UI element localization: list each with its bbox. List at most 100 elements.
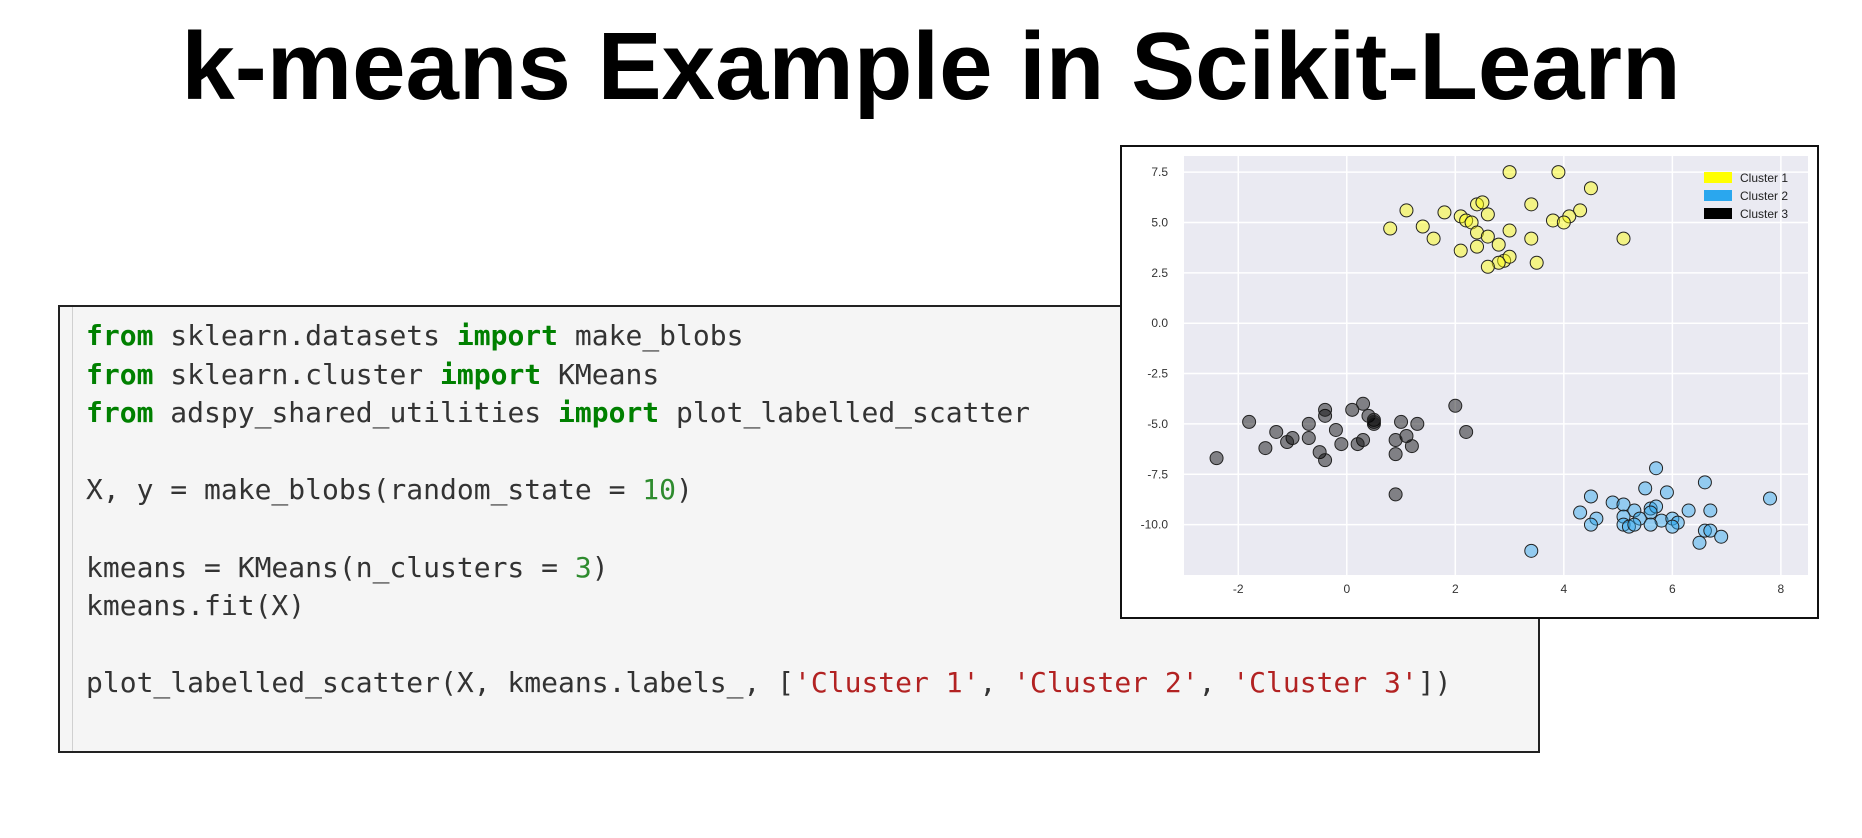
- code-number: 10: [642, 473, 677, 507]
- data-point: [1334, 437, 1349, 452]
- code-keyword: import: [440, 357, 542, 391]
- code-string: 'Cluster 2': [1013, 666, 1199, 700]
- data-point: [1318, 402, 1333, 417]
- data-point: [1638, 481, 1653, 496]
- data-point: [1659, 485, 1674, 500]
- data-point: [1654, 513, 1669, 528]
- code-text: plot_labelled_scatter(X, kmeans.labels_,…: [86, 666, 795, 700]
- data-point: [1459, 424, 1474, 439]
- data-point: [1437, 205, 1452, 220]
- code-keyword: import: [456, 319, 559, 352]
- code-line: [86, 626, 1451, 665]
- data-point: [1470, 239, 1485, 254]
- data-point: [1643, 505, 1658, 520]
- legend-label: Cluster 3: [1740, 207, 1788, 221]
- data-point: [1356, 396, 1371, 411]
- code-text: X, y = make_blobs(random_state =: [86, 473, 643, 507]
- data-point: [1301, 416, 1316, 431]
- legend-swatch: [1704, 172, 1732, 183]
- code-number: 3: [574, 550, 592, 584]
- data-point: [1714, 529, 1729, 544]
- data-point: [1388, 433, 1403, 448]
- data-point: [1448, 398, 1463, 413]
- x-tick-label: 8: [1778, 582, 1785, 596]
- code-line: kmeans.fit(X): [86, 587, 1451, 626]
- data-point: [1459, 213, 1474, 228]
- data-point: [1388, 487, 1403, 502]
- data-point: [1480, 259, 1495, 274]
- code-text: adspy_shared_utilities: [153, 396, 559, 430]
- data-point: [1366, 416, 1381, 431]
- y-tick-label: 7.5: [1151, 165, 1168, 179]
- data-point: [1616, 231, 1631, 246]
- data-point: [1545, 213, 1560, 228]
- code-text: ,: [979, 666, 1014, 700]
- data-point: [1583, 181, 1598, 196]
- x-tick-label: 2: [1452, 582, 1459, 596]
- series-2: [1524, 461, 1778, 558]
- plot-area: [1184, 156, 1808, 575]
- data-point: [1399, 203, 1414, 218]
- code-line: from sklearn.datasets import make_blobs: [86, 317, 1451, 356]
- x-tick-label: 0: [1343, 582, 1350, 596]
- code-line: plot_labelled_scatter(X, kmeans.labels_,…: [86, 664, 1451, 703]
- y-tick-label: -7.5: [1147, 467, 1168, 481]
- data-point: [1491, 237, 1506, 252]
- data-point: [1556, 215, 1571, 230]
- data-point: [1415, 219, 1430, 234]
- data-point: [1524, 197, 1539, 212]
- series-1: [1383, 165, 1631, 274]
- code-line: from adspy_shared_utilities import plot_…: [86, 394, 1451, 433]
- code-string: 'Cluster 3': [1232, 666, 1418, 700]
- code-line: X, y = make_blobs(random_state = 10): [86, 471, 1451, 510]
- data-point: [1242, 414, 1257, 429]
- code-block: from sklearn.datasets import make_blobs f…: [86, 317, 1451, 703]
- data-point: [1280, 435, 1295, 450]
- legend: Cluster 1 Cluster 2 Cluster 3: [1704, 171, 1788, 221]
- data-point: [1573, 505, 1588, 520]
- code-text: kmeans = KMeans(n_clusters =: [86, 550, 575, 584]
- scatter-plot-figure: -2 0 2 4 6 8 7.5 5.0 2.5 0.0 -2.5 -5.0 -7.5 -10.0 Clus…: [1120, 145, 1819, 619]
- data-point: [1697, 475, 1712, 490]
- y-tick-label: 2.5: [1151, 266, 1168, 280]
- code-string: 'Cluster 1': [794, 666, 980, 700]
- legend-swatch: [1704, 190, 1732, 201]
- code-text: ]): [1417, 666, 1452, 700]
- code-keyword: from: [86, 396, 154, 430]
- data-point: [1350, 437, 1365, 452]
- data-point: [1480, 207, 1495, 222]
- data-point: [1502, 165, 1517, 180]
- data-point: [1621, 519, 1636, 534]
- data-point: [1703, 523, 1718, 538]
- x-tick-label: -2: [1233, 582, 1244, 596]
- data-point: [1491, 255, 1506, 270]
- data-point: [1394, 414, 1409, 429]
- x-tick-label: 6: [1669, 582, 1676, 596]
- code-keyword: import: [558, 396, 660, 430]
- data-point: [1703, 503, 1718, 518]
- code-line: from sklearn.cluster import KMeans: [86, 356, 1451, 395]
- y-tick-label: 5.0: [1151, 215, 1168, 229]
- code-text: ,: [1198, 666, 1233, 700]
- code-text: sklearn.datasets: [153, 319, 457, 352]
- data-point: [1502, 249, 1517, 264]
- data-point: [1209, 451, 1224, 466]
- data-point: [1643, 501, 1658, 516]
- data-point: [1470, 197, 1485, 212]
- legend-label: Cluster 1: [1740, 171, 1788, 185]
- code-keyword: from: [86, 319, 154, 352]
- code-text: KMeans: [541, 357, 660, 391]
- data-point: [1583, 517, 1598, 532]
- legend-label: Cluster 2: [1740, 189, 1788, 203]
- data-point: [1502, 223, 1517, 238]
- code-text: ): [591, 550, 609, 584]
- code-line: kmeans = KMeans(n_clusters = 3): [86, 549, 1451, 588]
- data-point: [1681, 503, 1696, 518]
- data-point: [1627, 503, 1642, 518]
- x-tick-label: 4: [1560, 582, 1567, 596]
- slide-title: k-means Example in Scikit-Learn: [181, 13, 1681, 120]
- y-tick-label: -2.5: [1147, 367, 1168, 381]
- code-text: make_blobs: [558, 319, 744, 352]
- data-point: [1475, 195, 1490, 210]
- data-point: [1258, 441, 1273, 456]
